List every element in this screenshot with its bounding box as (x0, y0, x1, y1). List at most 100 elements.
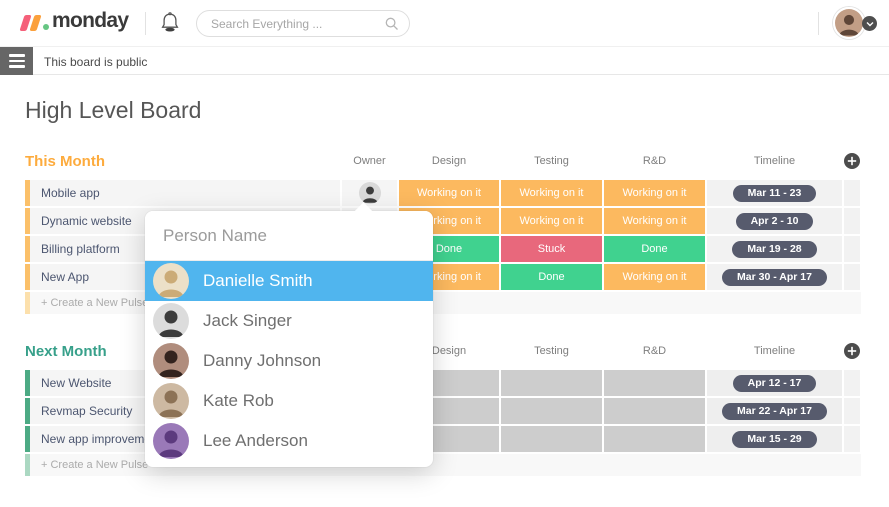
row-accent-bar (25, 180, 30, 206)
timeline-cell[interactable]: Mar 11 - 23 (707, 180, 842, 206)
hamburger-menu-icon[interactable] (0, 47, 33, 75)
status-cell-empty[interactable] (604, 426, 705, 452)
logo-text: monday (52, 9, 129, 32)
person-avatar (153, 423, 189, 459)
person-avatar (153, 303, 189, 339)
header-divider (145, 12, 146, 35)
spacer-cell (844, 398, 860, 424)
row-accent-bar (25, 208, 30, 234)
board-header-row: This Month Owner Design Testing R&D Time… (25, 150, 861, 172)
owner-cell[interactable] (342, 180, 397, 206)
user-avatar[interactable] (833, 7, 865, 39)
timeline-cell[interactable]: Apr 12 - 17 (707, 370, 842, 396)
column-header-owner: Owner (353, 155, 386, 167)
row-accent-bar (25, 236, 30, 262)
row-accent-bar (25, 264, 30, 290)
person-option-danielle-smith[interactable]: Danielle Smith (145, 261, 433, 301)
pulse-name: Billing platform (41, 242, 120, 256)
person-name-input[interactable] (145, 211, 433, 261)
logo-slash-icon (29, 15, 42, 31)
timeline-badge[interactable]: Apr 2 - 10 (735, 212, 814, 230)
pulse-name: New app improvements (41, 432, 168, 446)
pulse-name: New Website (41, 376, 112, 390)
add-column-button[interactable] (844, 152, 860, 170)
person-name: Kate Rob (203, 391, 274, 410)
spacer-cell (844, 426, 860, 452)
timeline-badge[interactable]: Mar 15 - 29 (732, 430, 817, 448)
status-cell[interactable]: Working on it (501, 180, 602, 206)
board-toolbar: This board is public (0, 47, 889, 75)
person-option-lee-anderson[interactable]: Lee Anderson (145, 421, 433, 461)
spacer-cell (844, 180, 860, 206)
person-name: Danielle Smith (203, 271, 313, 290)
person-option-kate-rob[interactable]: Kate Rob (145, 381, 433, 421)
status-cell[interactable]: Working on it (604, 264, 705, 290)
top-header: monday (0, 0, 889, 47)
status-cell-empty[interactable] (501, 370, 602, 396)
column-header-rnd: R&D (642, 345, 667, 357)
status-cell[interactable]: Working on it (604, 208, 705, 234)
add-column-button[interactable] (844, 342, 860, 360)
search-bar (196, 10, 410, 37)
table-row: Mobile app Working on it Working on it W… (25, 180, 861, 206)
page-title: High Level Board (25, 97, 202, 123)
status-cell[interactable]: Done (604, 236, 705, 262)
monday-logo[interactable]: monday (19, 9, 129, 32)
logo-dot-icon (43, 24, 49, 30)
search-icon (385, 17, 398, 30)
row-accent-bar (25, 398, 30, 424)
spacer-cell (844, 236, 860, 262)
status-cell[interactable]: Done (501, 264, 602, 290)
plus-icon (844, 343, 860, 359)
section-title: This Month (25, 152, 105, 170)
pulse-name: Dynamic website (41, 214, 132, 228)
chevron-down-icon[interactable] (862, 16, 877, 31)
column-header-rnd: R&D (642, 155, 667, 167)
timeline-cell[interactable]: Mar 22 - Apr 17 (707, 398, 842, 424)
status-cell[interactable]: Working on it (501, 208, 602, 234)
spacer-cell (844, 370, 860, 396)
row-accent-bar (25, 454, 30, 476)
status-cell[interactable]: Working on it (399, 180, 499, 206)
section-title: Next Month (25, 342, 107, 360)
timeline-cell[interactable]: Mar 30 - Apr 17 (707, 264, 842, 290)
column-header-testing: Testing (534, 155, 569, 167)
row-accent-bar (25, 426, 30, 452)
status-cell-empty[interactable] (604, 370, 705, 396)
column-header-timeline: Timeline (753, 345, 796, 357)
status-cell-empty[interactable] (604, 398, 705, 424)
person-name: Jack Singer (203, 311, 292, 330)
notifications-bell-icon[interactable] (158, 11, 182, 35)
status-cell[interactable]: Stuck (501, 236, 602, 262)
person-name: Lee Anderson (203, 431, 308, 450)
timeline-badge[interactable]: Mar 30 - Apr 17 (722, 268, 827, 286)
person-avatar (153, 263, 189, 299)
column-header-timeline: Timeline (753, 155, 796, 167)
search-input[interactable] (197, 16, 385, 31)
timeline-badge[interactable]: Mar 22 - Apr 17 (722, 402, 827, 420)
person-avatar (153, 343, 189, 379)
status-cell-empty[interactable] (501, 426, 602, 452)
person-option-danny-johnson[interactable]: Danny Johnson (145, 341, 433, 381)
row-accent-bar (25, 292, 30, 314)
user-menu (827, 6, 877, 42)
timeline-badge[interactable]: Mar 11 - 23 (732, 184, 817, 202)
board-area: High Level Board This Month Owner Design… (0, 97, 889, 476)
timeline-badge[interactable]: Mar 19 - 28 (732, 240, 817, 258)
status-cell[interactable]: Working on it (604, 180, 705, 206)
person-avatar (153, 383, 189, 419)
status-cell-empty[interactable] (501, 398, 602, 424)
header-divider (818, 12, 819, 35)
pulse-name-cell[interactable]: Mobile app (25, 180, 340, 206)
person-picker-dropdown: Danielle Smith Jack Singer Danny Johnson (145, 202, 433, 467)
person-option-jack-singer[interactable]: Jack Singer (145, 301, 433, 341)
create-new-pulse-label: + Create a New Pulse (41, 459, 149, 471)
timeline-cell[interactable]: Mar 19 - 28 (707, 236, 842, 262)
timeline-badge[interactable]: Apr 12 - 17 (732, 374, 817, 392)
timeline-cell[interactable]: Apr 2 - 10 (707, 208, 842, 234)
plus-icon (844, 153, 860, 169)
column-header-design: Design (431, 155, 467, 167)
spacer-cell (844, 264, 860, 290)
board-visibility-label: This board is public (44, 55, 148, 69)
timeline-cell[interactable]: Mar 15 - 29 (707, 426, 842, 452)
